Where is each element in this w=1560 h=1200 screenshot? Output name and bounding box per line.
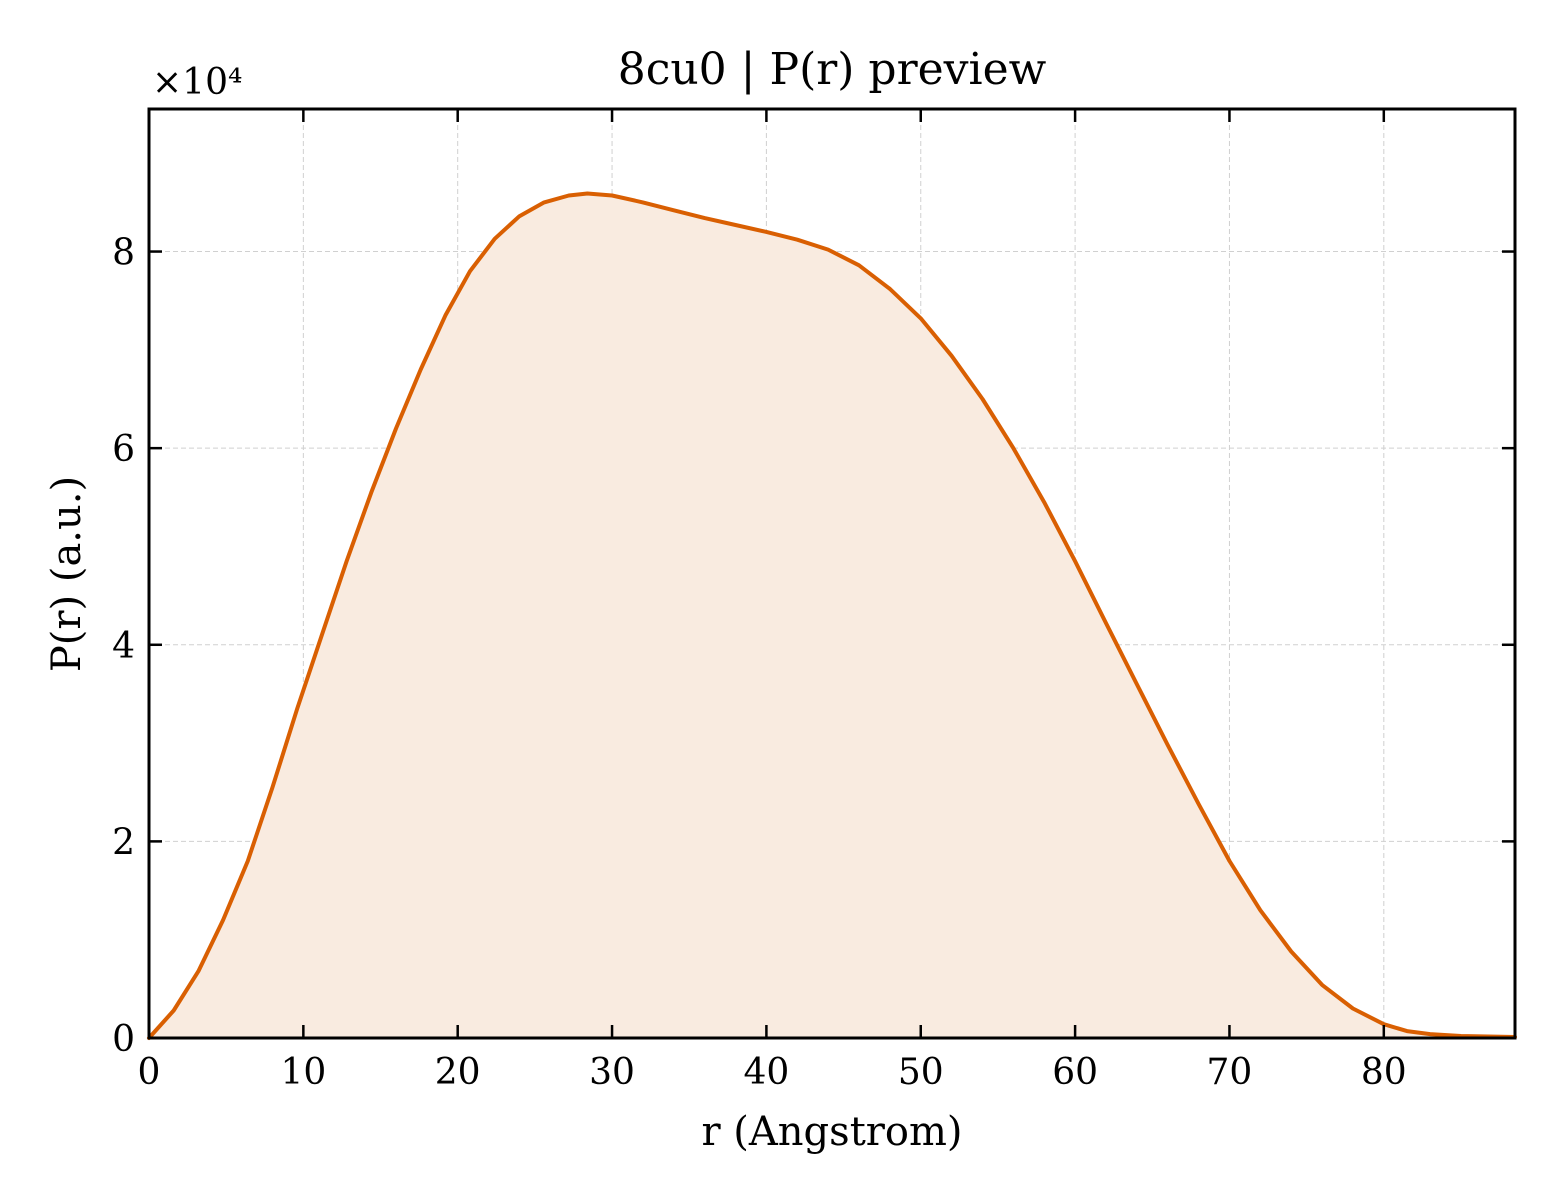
x-tick-label: 40	[743, 1052, 789, 1093]
chart-title: 8cu0 | P(r) preview	[618, 44, 1047, 95]
x-tick-label: 20	[435, 1052, 481, 1093]
y-tick-label: 6	[112, 429, 135, 470]
pr-line	[147, 191, 1517, 1040]
x-tick-label: 50	[898, 1052, 944, 1093]
x-tick-label: 70	[1207, 1052, 1253, 1093]
y-tick-label: 4	[112, 626, 135, 667]
y-axis-label: P(r) (a.u.)	[44, 476, 90, 672]
y-multiplier: ×10⁴	[152, 62, 242, 103]
x-tick-label: 0	[138, 1052, 161, 1093]
x-tick-label: 10	[280, 1052, 326, 1093]
y-tick-label: 8	[112, 233, 135, 274]
y-tick-label: 2	[112, 822, 135, 863]
x-tick-label: 60	[1052, 1052, 1098, 1093]
x-axis-label: r (Angstrom)	[701, 1109, 962, 1155]
y-tick-label: 0	[112, 1019, 135, 1060]
ticks: 0 10 20 30 40 50 60 70 80 0 2 4 6 8	[112, 109, 1515, 1093]
plot-frame	[147, 107, 1517, 1040]
x-tick-label: 30	[589, 1052, 635, 1093]
area-fill	[149, 193, 1515, 1038]
x-tick-label: 80	[1361, 1052, 1407, 1093]
